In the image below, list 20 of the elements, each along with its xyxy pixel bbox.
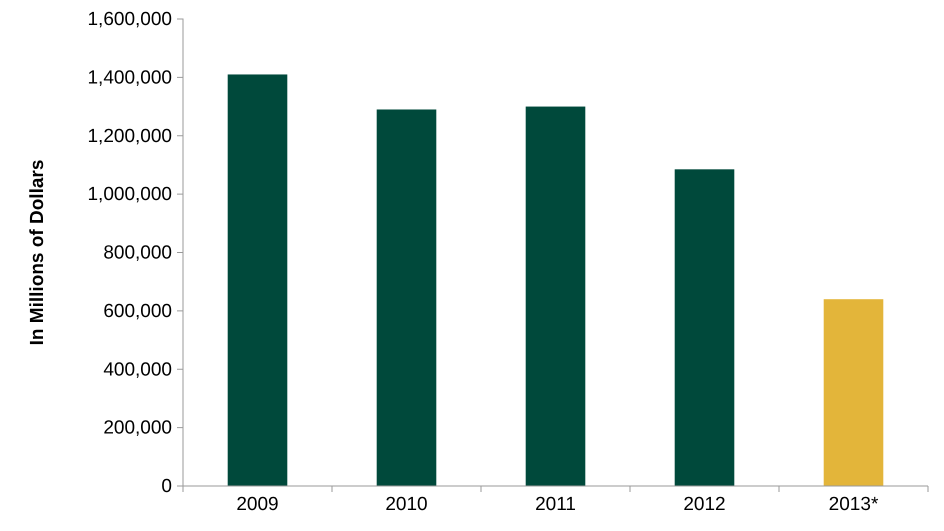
y-tick-label: 1,600,000 [87,9,172,30]
y-axis-title: In Millions of Dollars [27,160,48,346]
x-tick-label: 2009 [236,494,279,515]
bar [824,299,884,486]
y-tick-label: 1,000,000 [87,184,172,206]
bar [228,74,288,486]
bar [376,109,436,486]
x-tick-label: 2010 [385,494,428,515]
bar [674,169,734,486]
x-tick-label: 2013* [828,494,879,515]
y-tick-label: 1,400,000 [87,67,172,88]
y-tick-label: 200,000 [103,418,172,439]
x-tick-label: 2012 [683,494,726,515]
bar [526,106,586,486]
y-tick-label: 400,000 [103,359,172,380]
y-tick-label: 800,000 [103,242,172,264]
x-tick-label: 2011 [535,494,576,515]
y-tick-label: 600,000 [103,300,172,322]
y-tick-label: 1,200,000 [87,126,172,147]
y-tick-label: 0 [161,476,172,498]
